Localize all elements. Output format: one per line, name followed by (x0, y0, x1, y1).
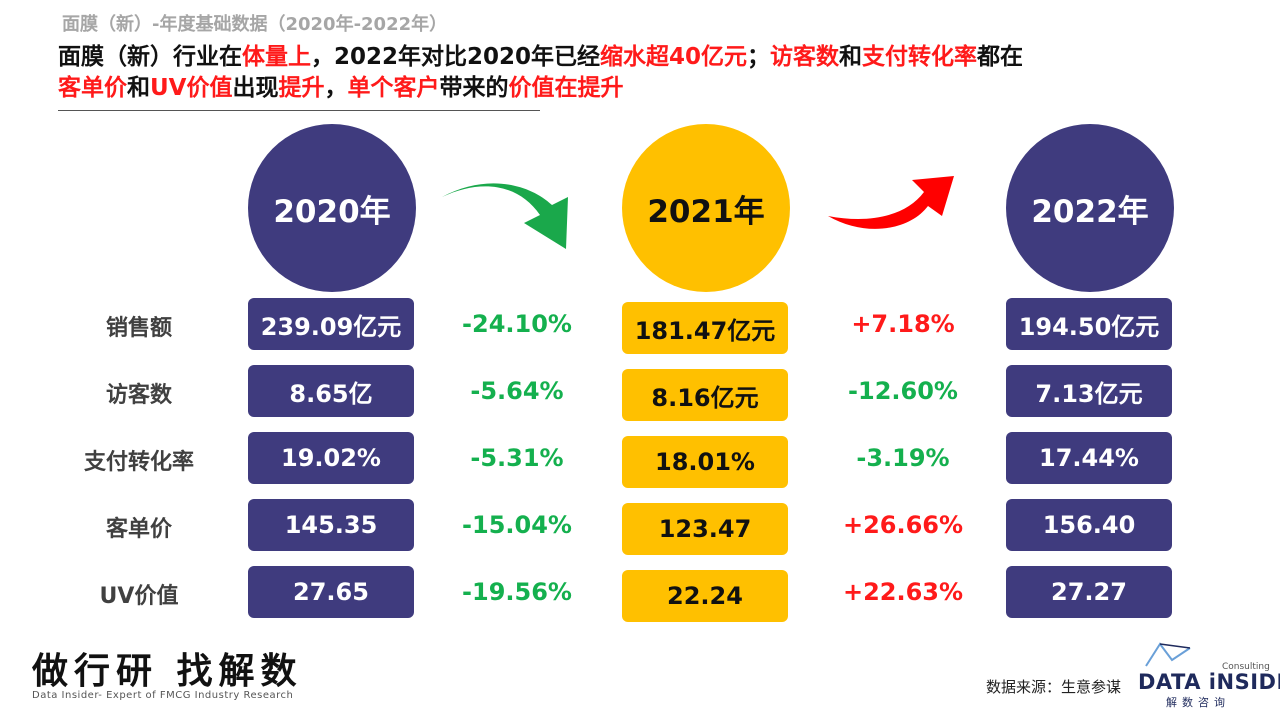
headline-line-1-segment: ，2022年对比2020年已经 (311, 44, 601, 70)
change-2020-2021: -5.64% (470, 377, 564, 405)
headline-line-2-segment: 出现 (232, 75, 279, 101)
headline-line-1-segment: 缩水超40亿元 (600, 44, 748, 70)
year-circle-2022: 2022年 (1006, 124, 1174, 292)
value-2020: 239.09亿元 (248, 298, 414, 350)
headline-line-2-segment: UV价值 (150, 75, 233, 101)
headline-line-2-segment: 带来的 (439, 75, 509, 101)
headline-line-2-segment: 价值在提升 (508, 75, 624, 101)
headline-line-2-segment: 客单价 (58, 75, 127, 101)
logo-tagline: Consulting (1222, 662, 1270, 672)
headline-line-1: 面膜（新）行业在体量上，2022年对比2020年已经缩水超40亿元；访客数和支付… (58, 42, 1023, 73)
value-2021: 8.16亿元 (622, 369, 788, 421)
curved-arrow-down-icon (442, 183, 568, 249)
value-2022: 7.13亿元 (1006, 365, 1172, 417)
value-2021: 123.47 (622, 503, 788, 555)
value-2022: 156.40 (1006, 499, 1172, 551)
headline-line-2-segment: 提升 (278, 75, 325, 101)
value-2020: 8.65亿 (248, 365, 414, 417)
slogan-subtitle: Data Insider- Expert of FMCG Industry Re… (32, 690, 294, 701)
value-2021: 18.01% (622, 436, 788, 488)
change-2021-2022: +7.18% (851, 310, 955, 338)
slogan: 做行研 找解数 (32, 651, 303, 692)
value-2020: 27.65 (248, 566, 414, 618)
headline-line-2: 客单价和UV价值出现提升，单个客户带来的价值在提升 (58, 73, 1023, 104)
headline-underline (58, 110, 540, 111)
change-2021-2022: -3.19% (856, 444, 950, 472)
value-2021: 22.24 (622, 570, 788, 622)
data-source: 数据来源：生意参谋 (986, 678, 1122, 696)
change-2021-2022: -12.60% (848, 377, 958, 405)
logo-chinese-name: 解数咨询 (1166, 696, 1230, 709)
change-2020-2021: -24.10% (462, 310, 572, 338)
curved-arrow-up-icon (828, 176, 954, 229)
headline-line-1-segment: 都在 (977, 44, 1024, 70)
headline: 面膜（新）行业在体量上，2022年对比2020年已经缩水超40亿元；访客数和支付… (58, 42, 1023, 104)
headline-line-1-segment: 支付转化率 (862, 44, 978, 70)
metric-label: 销售额 (105, 316, 172, 341)
year-circle-2020: 2020年 (248, 124, 416, 292)
change-2020-2021: -19.56% (462, 578, 572, 606)
headline-line-1-segment: 访客数 (770, 44, 840, 70)
value-2022: 27.27 (1006, 566, 1172, 618)
value-2022: 194.50亿元 (1006, 298, 1172, 350)
value-2021: 181.47亿元 (622, 302, 788, 354)
headline-line-2-segment: 单个客户 (347, 75, 440, 101)
change-2020-2021: -15.04% (462, 511, 572, 539)
metric-label: 支付转化率 (83, 450, 194, 475)
metric-label: 访客数 (105, 383, 172, 408)
logo-wordmark: DATA iNSIDER (1138, 670, 1280, 694)
headline-line-2-segment: ， (324, 75, 348, 101)
headline-line-1-segment: ； (747, 44, 771, 70)
value-2020: 19.02% (248, 432, 414, 484)
year-circle-2021: 2021年 (622, 124, 790, 292)
metric-label: 客单价 (105, 517, 172, 542)
headline-line-2-segment: 和 (127, 75, 150, 101)
change-2021-2022: +22.63% (842, 578, 964, 606)
metric-label: UV价值 (99, 584, 179, 609)
value-2020: 145.35 (248, 499, 414, 551)
change-2021-2022: +26.66% (842, 511, 964, 539)
change-2020-2021: -5.31% (470, 444, 564, 472)
headline-line-1-segment: 体量上 (242, 44, 311, 70)
headline-line-1-segment: 面膜（新）行业在 (58, 44, 242, 70)
value-2022: 17.44% (1006, 432, 1172, 484)
slide-top-title: 面膜（新）-年度基础数据（2020年-2022年） (62, 14, 448, 35)
data-insider-logo-icon (1145, 642, 1191, 667)
headline-line-1-segment: 和 (839, 44, 863, 70)
